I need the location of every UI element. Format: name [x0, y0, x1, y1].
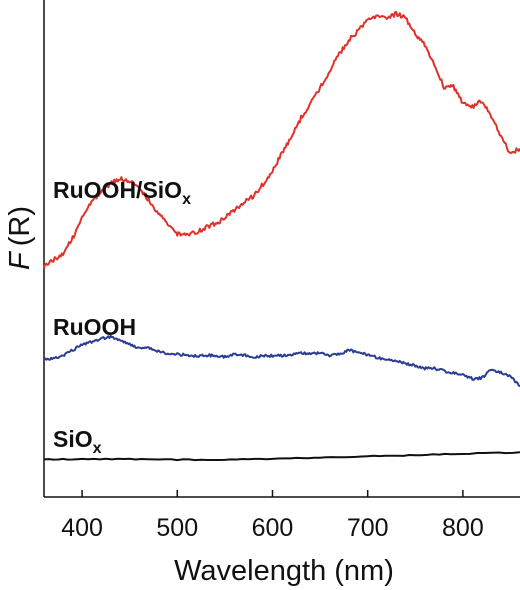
y-axis-title: F(R): [4, 206, 36, 270]
plot-area: 400 500 600 700 800: [43, 0, 520, 542]
x-axis-title: Wavelength (nm): [174, 555, 394, 587]
series-line-siox: [43, 451, 520, 462]
x-tick-label: 800: [442, 514, 484, 542]
x-ticks: 400 500 600 700 800: [61, 490, 484, 542]
x-tick-label: 400: [61, 514, 103, 542]
series-label-siox: SiOx: [53, 426, 102, 457]
series-label-ruooh: RuOOH: [53, 314, 136, 340]
series-label-ruooh-siox: RuOOH/SiOx: [53, 177, 191, 208]
x-tick-label: 500: [156, 514, 198, 542]
x-tick-label: 600: [252, 514, 294, 542]
series-line-ruooh-siox: [43, 11, 520, 269]
series-layer: [43, 11, 520, 462]
x-tick-label: 700: [347, 514, 389, 542]
series-line-ruooh: [43, 334, 520, 388]
